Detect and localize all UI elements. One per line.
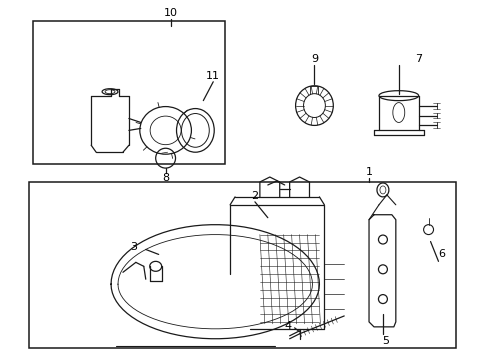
Text: 8: 8 (162, 173, 169, 183)
Text: 3: 3 (130, 243, 137, 252)
Text: 5: 5 (382, 336, 388, 346)
Text: 9: 9 (310, 54, 317, 64)
Text: 1: 1 (365, 167, 372, 177)
Text: 4: 4 (284, 321, 291, 331)
Bar (33, 21, 224, 164)
Text: 7: 7 (414, 54, 421, 64)
Text: 6: 6 (437, 249, 444, 260)
Text: 2: 2 (251, 191, 258, 201)
Bar (28, 182, 455, 348)
Text: 11: 11 (206, 71, 220, 81)
Text: 10: 10 (163, 8, 177, 18)
